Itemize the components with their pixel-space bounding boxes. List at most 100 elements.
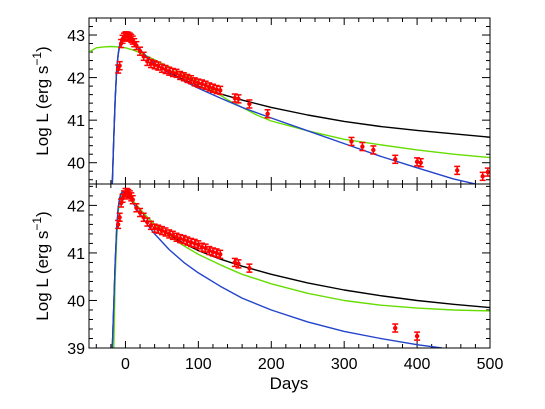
bottom-y-axis-title: Log L (erg s−1) <box>30 211 52 320</box>
data-point <box>235 94 242 104</box>
data-point <box>479 171 486 182</box>
data-point <box>202 80 209 91</box>
data-point <box>169 230 176 241</box>
data-point <box>147 58 154 69</box>
top-axis-ticks <box>89 18 491 184</box>
x-tick-label: 200 <box>258 356 285 373</box>
series-line-black <box>111 35 490 184</box>
data-point <box>231 257 238 268</box>
data-point <box>213 84 220 95</box>
data-point <box>454 165 461 176</box>
data-point <box>206 82 213 92</box>
bottom-plot-frame <box>88 183 491 349</box>
data-point <box>414 331 421 341</box>
data-point <box>169 67 176 78</box>
series-line-black <box>111 191 490 348</box>
data-point <box>184 73 191 84</box>
data-point <box>392 154 399 165</box>
y-tick-label: 42 <box>67 198 85 215</box>
data-point <box>177 70 184 81</box>
bottom-y-tick-labels: 39 40 41 42 <box>67 198 85 358</box>
data-point <box>155 61 162 71</box>
data-point <box>202 243 209 253</box>
bottom-y-axis-title-close: ) <box>33 211 52 217</box>
data-point <box>188 237 195 248</box>
top-series <box>89 31 490 184</box>
data-point <box>133 40 140 51</box>
data-point <box>195 78 202 88</box>
y-tick-label: 39 <box>67 341 85 358</box>
data-point <box>417 157 424 168</box>
data-point <box>209 83 216 93</box>
top-plot-frame <box>88 17 491 185</box>
data-point <box>166 229 173 239</box>
data-point <box>195 240 202 250</box>
series-line-blue <box>111 35 479 184</box>
data-point <box>155 224 162 234</box>
data-point <box>246 263 253 273</box>
y-tick-label: 43 <box>67 28 85 45</box>
data-point <box>199 79 206 89</box>
data-point <box>191 238 198 249</box>
top-y-axis-title-main: Log L (erg s <box>33 66 52 156</box>
bottom-y-axis-title-main: Log L (erg s <box>33 231 52 321</box>
data-point <box>414 157 421 167</box>
data-point <box>158 225 165 236</box>
data-point <box>206 245 213 256</box>
data-point <box>246 99 253 109</box>
top-y-axis-title-close: ) <box>33 46 52 52</box>
x-tick-label: 300 <box>331 356 358 373</box>
x-tick-label: 100 <box>185 356 212 373</box>
data-point <box>392 323 399 333</box>
data-point <box>173 232 180 242</box>
top-y-axis-title: Log L (erg s−1) <box>30 46 52 155</box>
data-point <box>191 77 198 87</box>
data-point <box>348 136 355 147</box>
data-point <box>158 63 165 73</box>
panel-top: 40 41 42 43 Log L (erg s−1) <box>30 17 491 185</box>
data-point <box>116 60 123 71</box>
series-line-green <box>113 191 490 348</box>
bottom-series <box>111 187 490 348</box>
data-point <box>140 212 147 223</box>
bottom-y-axis-title-sup: −1 <box>30 217 44 231</box>
data-point <box>116 212 123 223</box>
data-point <box>184 236 191 246</box>
x-tick-label: 400 <box>404 356 431 373</box>
data-point <box>209 247 216 257</box>
y-tick-label: 41 <box>67 113 85 130</box>
x-tick-labels: 0 100 200 300 400 500 <box>121 356 503 373</box>
data-point <box>235 259 242 269</box>
top-y-axis-title-sup: −1 <box>30 52 44 66</box>
data-point <box>166 66 173 76</box>
panel-bottom: 39 40 41 42 Log L (erg s−1) <box>30 183 491 358</box>
data-point <box>199 242 206 252</box>
data-point <box>231 93 238 103</box>
data-point <box>162 227 169 237</box>
data-point <box>162 64 169 75</box>
data-point <box>180 71 187 82</box>
data-point <box>359 141 366 152</box>
data-point <box>217 85 224 96</box>
data-point <box>188 74 195 85</box>
top-y-tick-labels: 40 41 42 43 <box>67 28 85 173</box>
data-point <box>151 223 158 233</box>
data-point <box>177 233 184 244</box>
data-point <box>144 56 151 67</box>
y-tick-label: 42 <box>67 71 85 88</box>
x-tick-label: 0 <box>121 356 130 373</box>
data-point <box>217 249 224 260</box>
data-point <box>264 109 271 119</box>
data-point <box>213 248 220 258</box>
data-point <box>173 68 180 79</box>
x-axis-title: Days <box>270 374 309 393</box>
y-tick-label: 40 <box>67 156 85 173</box>
y-tick-label: 41 <box>67 246 85 263</box>
data-point <box>370 145 377 155</box>
x-tick-label: 500 <box>477 356 504 373</box>
data-point <box>180 234 187 245</box>
data-point <box>151 60 158 70</box>
bottom-axis-ticks <box>89 184 491 349</box>
y-tick-label: 40 <box>67 293 85 310</box>
